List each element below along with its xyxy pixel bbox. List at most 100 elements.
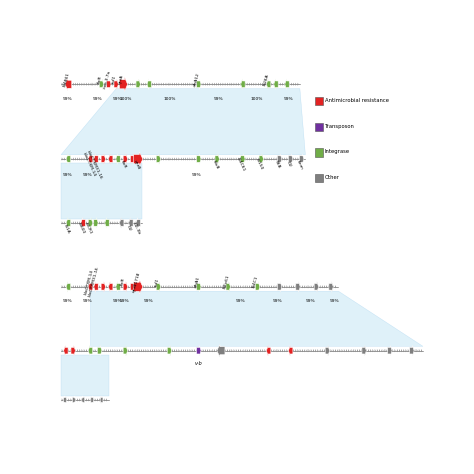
FancyArrow shape [313,285,314,289]
Polygon shape [61,89,305,155]
FancyArrow shape [231,82,232,86]
FancyArrow shape [123,221,124,225]
FancyArrow shape [130,221,131,225]
FancyArrow shape [236,157,237,161]
FancyArrow shape [220,349,221,352]
FancyArrow shape [66,282,71,292]
FancyArrow shape [95,221,96,225]
FancyArrow shape [217,344,225,357]
FancyArrow shape [313,349,314,352]
Bar [315,123,323,131]
FancyArrow shape [196,157,197,161]
FancyArrow shape [185,285,186,289]
FancyArrow shape [262,349,263,352]
FancyArrow shape [84,398,85,401]
FancyArrow shape [190,285,191,289]
FancyArrow shape [65,78,72,91]
FancyArrow shape [115,349,116,352]
FancyArrow shape [225,82,226,86]
FancyArrow shape [64,82,65,86]
FancyArrow shape [92,349,93,352]
Text: qnrB1718: qnrB1718 [132,271,141,293]
FancyArrow shape [159,157,160,161]
FancyArrow shape [88,154,93,164]
FancyArrow shape [109,154,113,164]
FancyArrow shape [104,349,105,352]
FancyArrow shape [192,349,193,352]
FancyArrow shape [225,285,226,289]
FancyArrow shape [306,285,307,289]
FancyArrow shape [291,157,292,161]
FancyArrow shape [165,157,166,161]
FancyArrow shape [159,349,160,352]
FancyArrow shape [86,398,87,401]
FancyArrow shape [315,285,316,289]
FancyArrow shape [123,285,124,289]
FancyArrow shape [108,221,109,225]
FancyArrow shape [271,349,272,352]
FancyArrow shape [148,82,149,86]
FancyArrow shape [62,157,63,161]
FancyArrow shape [115,221,116,225]
FancyArrow shape [326,349,327,352]
FancyArrow shape [417,349,418,352]
FancyArrow shape [190,349,191,352]
FancyArrow shape [91,396,94,404]
FancyArrow shape [101,154,106,164]
FancyArrow shape [205,157,206,161]
FancyArrow shape [264,82,265,86]
FancyArrow shape [254,157,255,161]
FancyArrow shape [314,282,319,292]
FancyArrow shape [218,82,219,86]
FancyArrow shape [86,349,87,352]
FancyArrow shape [84,157,85,161]
FancyArrow shape [282,82,283,86]
FancyArrow shape [234,349,235,352]
FancyArrow shape [190,82,191,86]
FancyArrow shape [238,157,239,161]
FancyArrow shape [159,285,160,289]
FancyArrow shape [278,157,279,161]
FancyArrow shape [373,349,374,352]
FancyArrow shape [275,349,276,352]
Text: IS600: IS600 [77,222,86,235]
FancyArrow shape [293,349,294,352]
FancyArrow shape [296,282,300,292]
FancyArrow shape [408,349,409,352]
FancyArrow shape [82,396,84,404]
FancyArrow shape [227,157,228,161]
FancyArrow shape [229,82,230,86]
FancyArrow shape [196,285,197,289]
FancyArrow shape [181,349,182,352]
FancyArrow shape [66,82,67,86]
FancyArrow shape [215,154,219,164]
FancyArrow shape [207,157,208,161]
FancyArrow shape [148,349,149,352]
FancyArrow shape [119,157,120,161]
FancyArrow shape [71,346,75,356]
Text: sul1: sul1 [154,277,160,287]
FancyArrow shape [298,157,299,161]
FancyArrow shape [273,349,274,352]
FancyArrow shape [99,79,104,90]
FancyArrow shape [216,349,217,352]
FancyArrow shape [143,82,144,86]
FancyArrow shape [381,349,382,352]
FancyArrow shape [214,285,215,289]
FancyArrow shape [247,285,248,289]
FancyArrow shape [97,157,98,161]
FancyArrow shape [183,82,184,86]
FancyArrow shape [77,82,78,86]
FancyArrow shape [101,82,102,86]
FancyArrow shape [185,157,186,161]
FancyArrow shape [172,349,173,352]
FancyArrow shape [136,79,140,90]
FancyArrow shape [88,221,89,225]
FancyArrow shape [64,346,68,356]
FancyArrow shape [223,157,224,161]
Text: D2-3b: D2-3b [132,222,141,235]
FancyArrow shape [132,285,133,289]
FancyArrow shape [241,79,245,90]
FancyArrow shape [71,398,72,401]
FancyArrow shape [130,349,131,352]
